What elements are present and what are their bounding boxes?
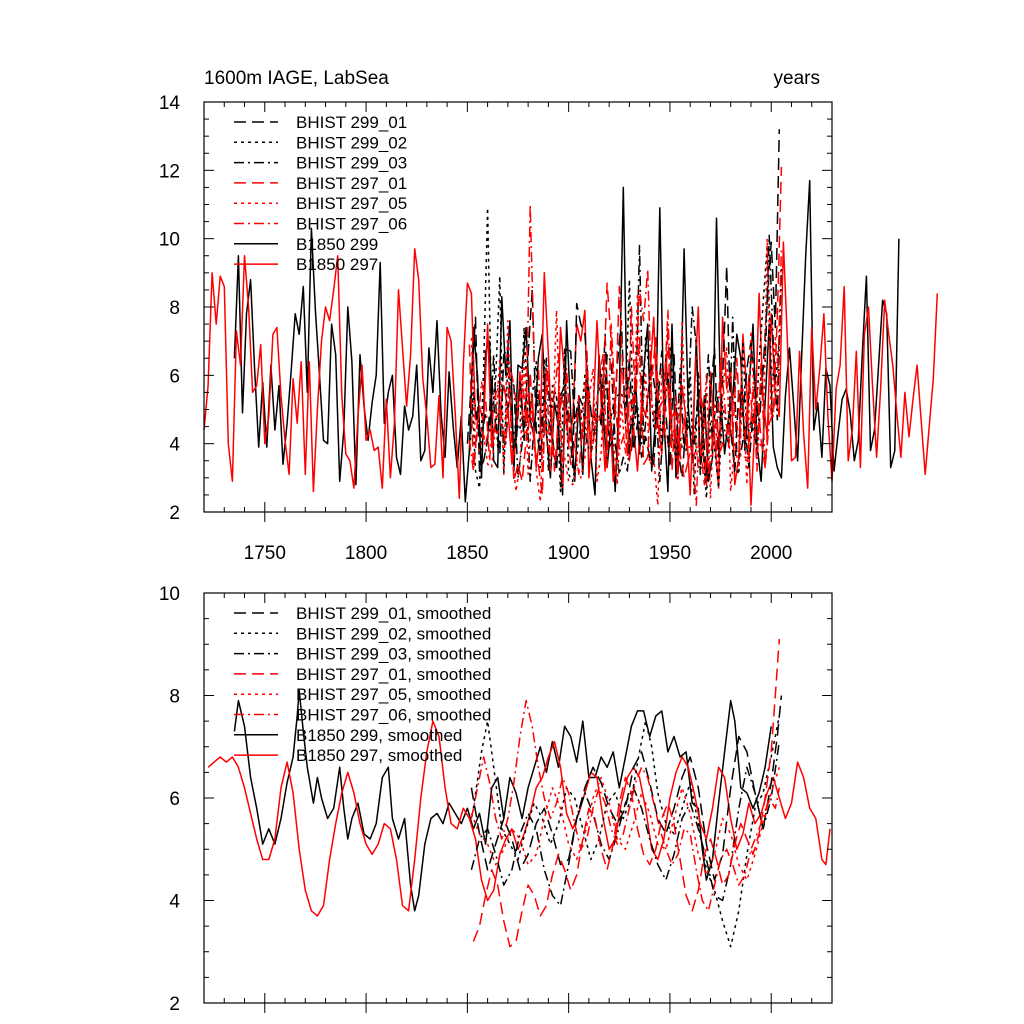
y-tick-label: 14 xyxy=(159,93,181,114)
x-tick-label: 1800 xyxy=(345,543,387,564)
x-tick-label: 1850 xyxy=(446,543,488,564)
top-axes-layer: 2 4 6 8 10 12 14 1750 1800 1850 1900 1950 2000 xyxy=(159,93,833,564)
legend-label-bhist-299-01: BHIST 299_01 xyxy=(296,113,407,132)
legend-label-bhist-299-03-smoothed: BHIST 299_03, smoothed xyxy=(296,645,491,664)
bottom-series-layer xyxy=(207,639,831,948)
legend-label-bhist-299-03: BHIST 299_03 xyxy=(296,154,407,173)
legend-label-bhist-297-05: BHIST 297_05 xyxy=(296,194,407,213)
legend-label-bhist-297-06: BHIST 297_06 xyxy=(296,215,407,234)
x-tick-label: 2000 xyxy=(750,543,792,564)
y-tick-label: 8 xyxy=(169,298,180,319)
series-line-bhist-297-01-smoothed xyxy=(472,639,781,948)
top-chart-title: 1600m IAGE, LabSea xyxy=(204,68,389,89)
legend-label-bhist-297-06-smoothed: BHIST 297_06, smoothed xyxy=(296,706,491,725)
legend-label-b1850-297-smoothed: B1850 297, smoothed xyxy=(296,746,462,765)
y-tick-label: 4 xyxy=(169,892,180,913)
y-tick-label: 10 xyxy=(159,584,180,605)
y-tick-label: 4 xyxy=(169,435,180,456)
x-tick-label: 1950 xyxy=(649,543,691,564)
legend-label-b1850-299-smoothed: B1850 299, smoothed xyxy=(296,726,462,745)
y-tick-label: 6 xyxy=(169,789,180,810)
y-tick-label: 10 xyxy=(159,230,180,251)
series-line-b1850-299-smoothed xyxy=(233,689,772,912)
legend-label-b1850-297: B1850 297 xyxy=(296,255,378,274)
y-tick-label: 6 xyxy=(169,366,180,387)
bottom-axes-layer: 2 4 6 8 10 xyxy=(159,584,833,1015)
y-tick-label: 12 xyxy=(159,161,180,182)
series-line-bhist-299-01 xyxy=(466,129,781,479)
legend-label-bhist-297-01-smoothed: BHIST 297_01, smoothed xyxy=(296,665,491,684)
series-line-b1850-297 xyxy=(203,241,939,506)
legend-label-bhist-297-05-smoothed: BHIST 297_05, smoothed xyxy=(296,685,491,704)
top-series-layer xyxy=(203,129,939,506)
series-line-bhist-299-01-smoothed xyxy=(470,695,783,881)
y-tick-label: 2 xyxy=(169,994,180,1015)
series-line-bhist-297-01 xyxy=(468,166,783,496)
legend-label-bhist-297-01: BHIST 297_01 xyxy=(296,174,407,193)
x-tick-label: 1900 xyxy=(548,543,590,564)
top-chart-panel: 1600m IAGE, LabSea years 2 4 6 8 10 12 14 1750 1… xyxy=(159,68,939,564)
x-tick-label: 1750 xyxy=(244,543,286,564)
series-line-bhist-299-03 xyxy=(468,234,783,483)
legend-label-bhist-299-02: BHIST 299_02 xyxy=(296,133,407,152)
legend-label-b1850-299: B1850 299 xyxy=(296,235,378,254)
legend-label-bhist-299-02-smoothed: BHIST 299_02, smoothed xyxy=(296,624,491,643)
series-line-bhist-299-03-smoothed xyxy=(470,741,781,907)
series-line-bhist-299-02-smoothed xyxy=(472,715,781,948)
legend-label-bhist-299-01-smoothed: BHIST 299_01, smoothed xyxy=(296,604,491,623)
top-chart-right-title: years xyxy=(774,68,820,89)
series-line-bhist-297-06-smoothed xyxy=(470,699,781,912)
y-tick-label: 2 xyxy=(169,503,180,524)
series-line-bhist-297-05-smoothed xyxy=(470,767,781,881)
y-tick-label: 8 xyxy=(169,687,180,708)
